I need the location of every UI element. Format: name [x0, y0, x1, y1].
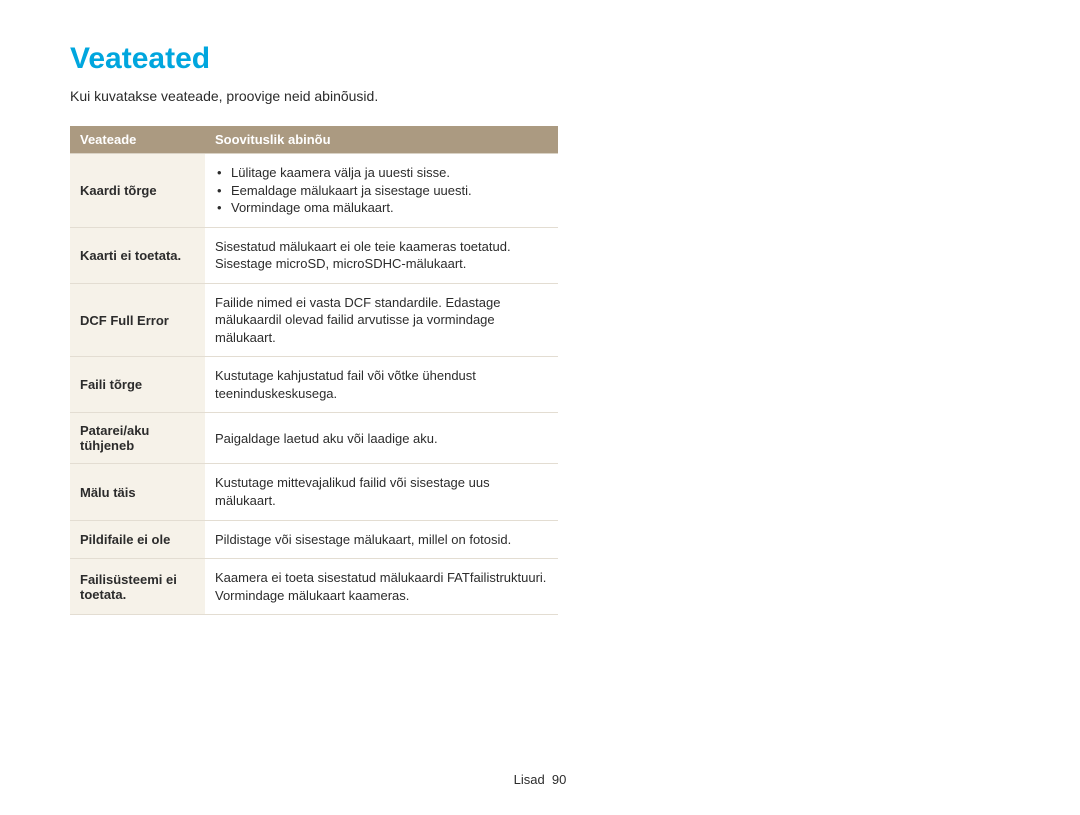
bullet-item: Vormindage oma mälukaart. [217, 199, 548, 217]
error-remedy: Lülitage kaamera välja ja uuesti sisse. … [205, 154, 558, 228]
table-row: Pildifaile ei ole Pildistage või sisesta… [70, 520, 558, 559]
table-row: Kaarti ei toetata. Sisestatud mälukaart … [70, 227, 558, 283]
error-remedy: Paigaldage laetud aku või laadige aku. [205, 413, 558, 464]
table-row: Patarei/aku tühjeneb Paigaldage laetud a… [70, 413, 558, 464]
remedy-text: Pildistage või sisestage mälukaart, mill… [215, 531, 548, 549]
error-label: Patarei/aku tühjeneb [70, 413, 205, 464]
table-row: DCF Full Error Failide nimed ei vasta DC… [70, 283, 558, 357]
error-remedy: Kustutage mittevajalikud failid või sise… [205, 464, 558, 520]
remedy-text: Kustutage mittevajalikud failid või sise… [215, 474, 548, 509]
error-label: DCF Full Error [70, 283, 205, 357]
error-remedy: Sisestatud mälukaart ei ole teie kaamera… [205, 227, 558, 283]
remedy-text: Kustutage kahjustatud fail või võtke ühe… [215, 367, 548, 402]
footer-section: Lisad [514, 772, 545, 787]
page-title: Veateated [70, 42, 1010, 76]
table-row: Mälu täis Kustutage mittevajalikud faili… [70, 464, 558, 520]
col-header-remedy: Soovituslik abinõu [205, 126, 558, 154]
error-table: Veateade Soovituslik abinõu Kaardi tõrge… [70, 126, 558, 615]
error-label: Faili tõrge [70, 357, 205, 413]
table-row: Failisüsteemi ei toetata. Kaamera ei toe… [70, 559, 558, 615]
table-header-row: Veateade Soovituslik abinõu [70, 126, 558, 154]
table-row: Kaardi tõrge Lülitage kaamera välja ja u… [70, 154, 558, 228]
document-page: Veateated Kui kuvatakse veateade, proovi… [0, 0, 1080, 815]
error-label: Mälu täis [70, 464, 205, 520]
error-remedy: Failide nimed ei vasta DCF standardile. … [205, 283, 558, 357]
remedy-text: Sisestatud mälukaart ei ole teie kaamera… [215, 238, 548, 273]
error-remedy: Kustutage kahjustatud fail või võtke ühe… [205, 357, 558, 413]
col-header-error: Veateade [70, 126, 205, 154]
bullet-list: Lülitage kaamera välja ja uuesti sisse. … [215, 164, 548, 217]
bullet-item: Lülitage kaamera välja ja uuesti sisse. [217, 164, 548, 182]
footer-page-number: 90 [552, 772, 566, 787]
remedy-text: Kaamera ei toeta sisestatud mälukaardi F… [215, 569, 548, 604]
page-subtitle: Kui kuvatakse veateade, proovige neid ab… [70, 88, 1010, 104]
error-remedy: Pildistage või sisestage mälukaart, mill… [205, 520, 558, 559]
remedy-text: Failide nimed ei vasta DCF standardile. … [215, 294, 548, 347]
error-label: Failisüsteemi ei toetata. [70, 559, 205, 615]
table-row: Faili tõrge Kustutage kahjustatud fail v… [70, 357, 558, 413]
error-remedy: Kaamera ei toeta sisestatud mälukaardi F… [205, 559, 558, 615]
bullet-item: Eemaldage mälukaart ja sisestage uuesti. [217, 182, 548, 200]
remedy-text: Paigaldage laetud aku või laadige aku. [215, 430, 548, 448]
error-label: Kaarti ei toetata. [70, 227, 205, 283]
error-label: Kaardi tõrge [70, 154, 205, 228]
page-footer: Lisad 90 [0, 772, 1080, 787]
error-label: Pildifaile ei ole [70, 520, 205, 559]
